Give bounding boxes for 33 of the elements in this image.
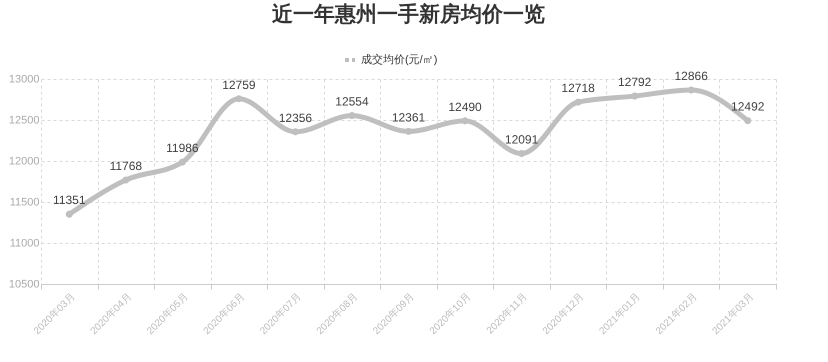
point [462, 117, 469, 124]
point [688, 86, 695, 94]
data-label: 12792 [618, 75, 652, 90]
data-label: 12492 [731, 100, 765, 114]
point [292, 128, 299, 136]
point [744, 117, 752, 124]
data-label: 12361 [392, 110, 426, 124]
point [518, 150, 526, 158]
point [348, 112, 356, 120]
data-label: 12718 [561, 81, 596, 96]
y-tick-label: 12000 [8, 156, 40, 168]
legend-label: 成交均价(元/㎡) [361, 53, 438, 66]
data-label: 12490 [448, 100, 482, 114]
data-label: 11986 [166, 141, 199, 156]
point [66, 210, 73, 218]
point [122, 176, 130, 184]
y-tick-label: 11000 [10, 238, 40, 250]
data-label: 11351 [53, 193, 86, 208]
data-label: 11768 [110, 159, 142, 174]
y-tick-label: 11500 [10, 196, 40, 208]
data-label: 12866 [674, 68, 708, 83]
data-label: 12356 [278, 110, 312, 125]
data-label: 12759 [222, 78, 256, 92]
chart-title: 近一年惠州一手新房均价一览 [271, 2, 545, 26]
data-label: 12091 [504, 132, 539, 147]
point [631, 92, 638, 100]
y-tick-label: 10500 [8, 278, 40, 290]
data-label: 12554 [335, 94, 369, 109]
point [178, 158, 186, 166]
y-tick-label: 12500 [8, 114, 40, 126]
point [235, 95, 242, 102]
y-tick-label: 13000 [8, 74, 40, 86]
point [574, 98, 582, 106]
